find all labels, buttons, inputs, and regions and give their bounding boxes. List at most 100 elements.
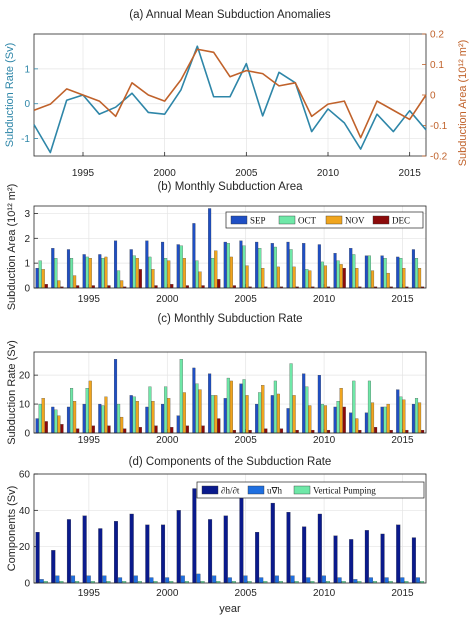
- x-tick-label: 2005: [235, 588, 258, 599]
- bar: [227, 577, 232, 584]
- bar: [273, 246, 277, 289]
- bar: [270, 502, 275, 584]
- bar: [239, 497, 244, 584]
- y-right-tick-label: 0.1: [430, 60, 444, 71]
- bar: [386, 403, 390, 434]
- bar: [164, 258, 168, 289]
- bar: [60, 424, 64, 434]
- bar: [88, 380, 92, 434]
- bar: [305, 386, 309, 434]
- x-tick-label: 2000: [156, 588, 179, 599]
- bar: [384, 577, 389, 584]
- bar: [342, 406, 346, 434]
- bar: [185, 425, 189, 434]
- bar: [302, 373, 306, 434]
- bar: [57, 280, 61, 289]
- bar: [44, 421, 48, 434]
- bar: [133, 575, 138, 584]
- panel-a-title: (a) Annual Mean Subduction Anomalies: [129, 9, 331, 21]
- bar: [270, 243, 274, 289]
- bar: [51, 550, 56, 584]
- y-tick-label: 40: [19, 506, 31, 517]
- bar: [192, 223, 196, 289]
- x-axis-label: year: [219, 603, 241, 615]
- x-tick-label: 2005: [235, 168, 258, 179]
- bar: [308, 405, 312, 434]
- bar: [161, 524, 166, 584]
- bar: [145, 406, 149, 434]
- y-tick-label: 60: [19, 470, 31, 481]
- bar: [176, 510, 181, 584]
- bar: [214, 250, 218, 289]
- bar: [355, 267, 359, 289]
- bar: [311, 429, 315, 434]
- bar: [232, 429, 236, 434]
- bar: [320, 403, 324, 434]
- panel-a: 1995 2000 2005 2010 2015 -1 0 1 -0.2 -0.1 0 0.1 0.2 (…: [4, 9, 469, 179]
- bar: [98, 403, 102, 434]
- y-left-axis-label: Subduction Rate (Sv): [4, 43, 16, 148]
- bar: [217, 279, 221, 289]
- bar: [243, 575, 248, 584]
- legend-swatch: [201, 485, 219, 495]
- bar: [421, 429, 425, 434]
- bar: [255, 241, 259, 289]
- bar: [223, 398, 227, 434]
- bar: [214, 395, 218, 434]
- bar: [380, 533, 385, 584]
- bar: [71, 575, 76, 584]
- bar: [35, 267, 39, 289]
- bar: [239, 240, 243, 289]
- bar: [82, 515, 87, 584]
- bar: [367, 255, 371, 289]
- legend-label: DEC: [392, 216, 410, 226]
- bar: [129, 513, 134, 584]
- panel-c: 1995 2000 2005 2010 2015 0 10 20 (c) Monthly Sub…: [6, 313, 427, 446]
- x-tick-label: 2005: [235, 294, 258, 305]
- bar: [258, 392, 262, 434]
- legend-label: NOV: [345, 216, 365, 226]
- bar: [167, 260, 171, 289]
- bar: [261, 267, 265, 289]
- panel-frame: [33, 351, 427, 434]
- bar: [259, 577, 264, 584]
- legend: SEP OCT NOV DEC: [225, 211, 424, 229]
- bar: [198, 389, 202, 434]
- bar: [38, 260, 42, 289]
- bar: [51, 248, 55, 289]
- bar: [374, 427, 378, 434]
- bar: [411, 403, 415, 434]
- x-tick-label: 1995: [78, 294, 101, 305]
- y-right-tick-label: -0.1: [430, 121, 448, 132]
- bar: [192, 488, 197, 584]
- x-tick-label: 1995: [78, 588, 101, 599]
- bar: [320, 261, 324, 289]
- bar: [39, 579, 44, 584]
- bar: [368, 577, 373, 584]
- x-tick-label: 2015: [399, 168, 422, 179]
- bar: [383, 406, 387, 434]
- bar: [270, 395, 274, 434]
- bar: [195, 383, 199, 434]
- bar: [399, 396, 403, 434]
- bar: [132, 255, 136, 289]
- y-tick-label: 0: [24, 284, 30, 295]
- bar: [132, 396, 136, 434]
- bar: [342, 267, 346, 289]
- legend-label: SEP: [250, 216, 266, 226]
- y-tick-label: 20: [19, 371, 31, 382]
- bar: [149, 577, 154, 584]
- bar: [98, 528, 103, 584]
- legend-swatch: [293, 485, 311, 495]
- bar: [402, 399, 406, 434]
- panel-frame: [33, 205, 427, 289]
- bar: [364, 412, 368, 434]
- bar: [355, 418, 359, 434]
- bar: [179, 359, 183, 434]
- bar: [336, 260, 340, 289]
- bar: [138, 269, 142, 289]
- bar: [286, 408, 290, 434]
- bar: [226, 243, 230, 289]
- bar: [51, 406, 55, 434]
- x-tick-label: 2000: [154, 168, 177, 179]
